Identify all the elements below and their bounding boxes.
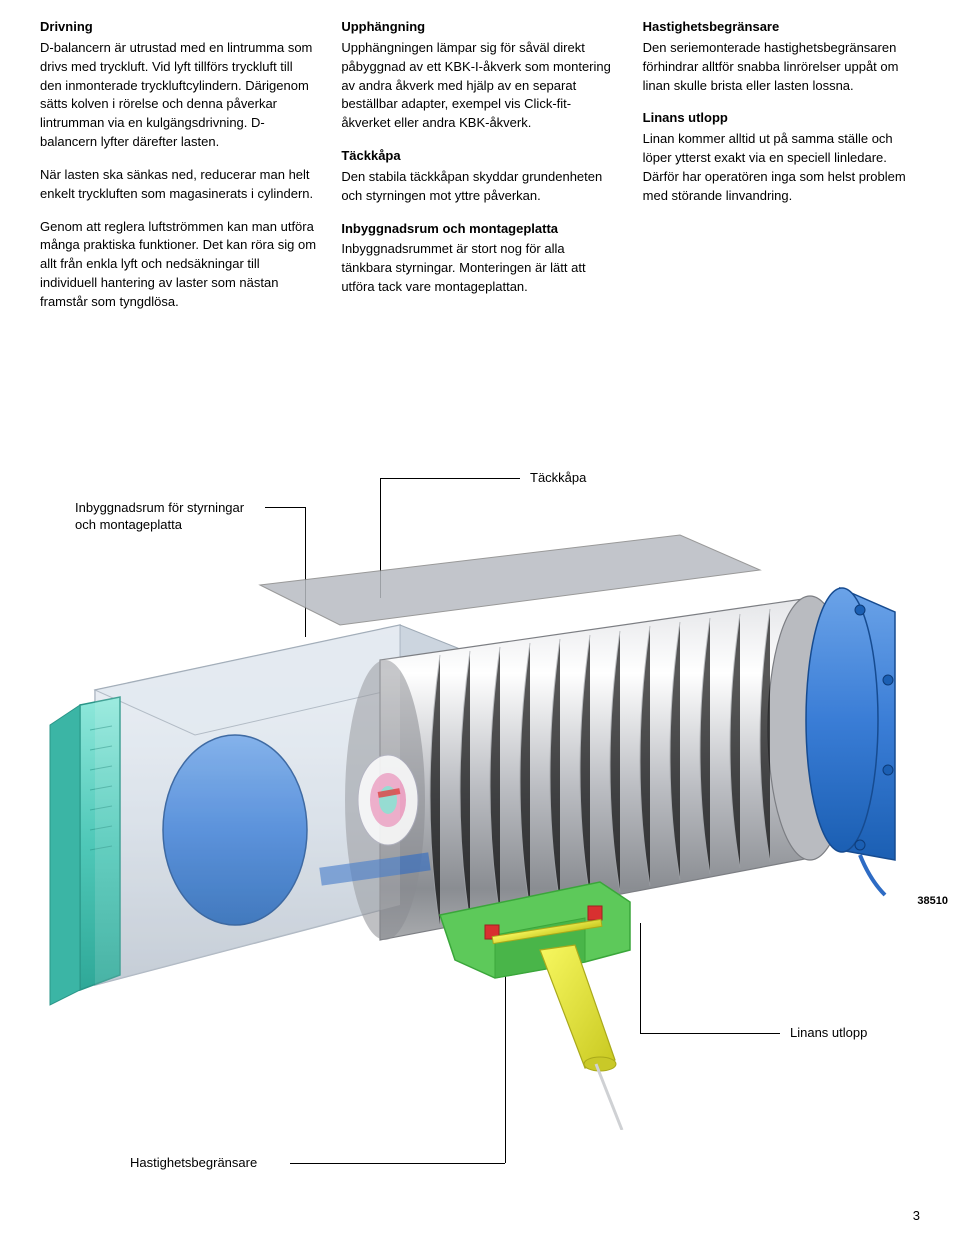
diagram-area: Täckkåpa Inbyggnadsrum för styrningar oc… [0,470,960,1190]
para: Den seriemonterade hastighetsbegränsaren… [643,39,920,96]
para: Linan kommer alltid ut på samma ställe o… [643,130,920,205]
reference-number: 38510 [917,895,948,907]
callout-line [380,478,520,479]
column-right: Hastighetsbegränsare Den seriemonterade … [643,18,920,326]
column-left: Drivning D-balancern är utrustad med en … [40,18,317,326]
para: Den stabila täckkåpan skyddar grundenhet… [341,168,618,206]
para: När lasten ska sänkas ned, reducerar man… [40,166,317,204]
device-illustration [40,530,920,1130]
heading-upphangning: Upphängning [341,18,618,37]
para: Genom att reglera luftströmmen kan man u… [40,218,317,312]
para: Upphängningen lämpar sig för såväl direk… [341,39,618,133]
heading-inbyggnadsrum: Inbyggnadsrum och montageplatta [341,220,618,239]
callout-line [265,507,305,508]
callout-hastighet: Hastighetsbegränsare [130,1155,257,1172]
column-middle: Upphängning Upphängningen lämpar sig för… [341,18,618,326]
heading-drivning: Drivning [40,18,317,37]
page-number: 3 [913,1208,920,1223]
callout-line [290,1163,505,1164]
heading-tackkapa: Täckkåpa [341,147,618,166]
para: Inbyggnadsrummet är stort nog för alla t… [341,240,618,297]
heading-hastighet: Hastighetsbegränsare [643,18,920,37]
text-columns: Drivning D-balancern är utrustad med en … [0,0,960,326]
callout-inbyggnad: Inbyggnadsrum för styrningar och montage… [75,500,244,534]
callout-tackkapa: Täckkåpa [530,470,586,487]
heading-linans: Linans utlopp [643,109,920,128]
para: D-balancern är utrustad med en lintrumma… [40,39,317,152]
